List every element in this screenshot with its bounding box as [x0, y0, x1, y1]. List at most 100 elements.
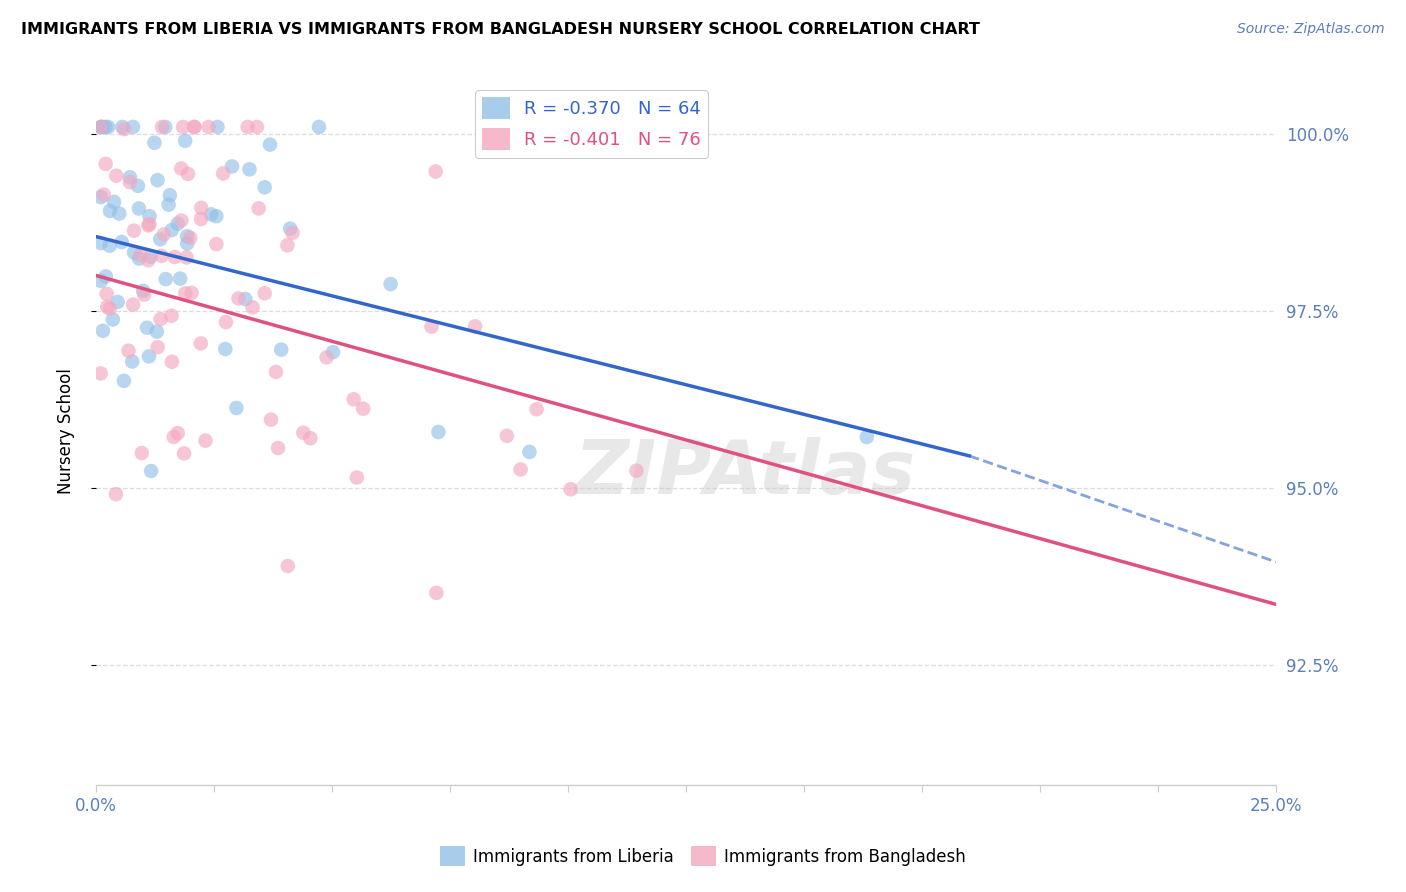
Point	[101, 312, 124, 326]
Point	[560, 483, 582, 497]
Point	[104, 487, 127, 501]
Point	[136, 219, 159, 233]
Point	[146, 173, 169, 187]
Point	[111, 120, 134, 134]
Point	[259, 137, 281, 152]
Point	[111, 235, 134, 249]
Point	[94, 157, 117, 171]
Point	[163, 430, 186, 444]
Point	[122, 120, 145, 134]
Point	[93, 187, 115, 202]
Point	[626, 464, 648, 478]
Point	[94, 269, 117, 284]
Point	[205, 237, 228, 252]
Point	[138, 217, 160, 231]
Point	[98, 301, 121, 316]
Point	[97, 120, 120, 134]
Point	[159, 188, 181, 202]
Point	[146, 340, 169, 354]
Point	[190, 336, 212, 351]
Point	[122, 245, 145, 260]
Point	[94, 120, 117, 134]
Point	[96, 286, 118, 301]
Point	[160, 355, 183, 369]
Point	[247, 202, 270, 216]
Point	[322, 345, 344, 359]
Point	[103, 194, 125, 209]
Point	[194, 434, 217, 448]
Point	[122, 224, 145, 238]
Point	[150, 249, 173, 263]
Point	[425, 586, 447, 600]
Point	[143, 136, 166, 150]
Point	[856, 430, 879, 444]
Point	[170, 161, 193, 176]
Point	[236, 120, 259, 134]
Point	[134, 287, 156, 301]
Point	[136, 253, 159, 268]
Point	[278, 221, 301, 235]
Point	[90, 367, 112, 381]
Point	[132, 284, 155, 298]
Point	[519, 445, 541, 459]
Point	[172, 120, 194, 134]
Point	[215, 315, 238, 329]
Point	[105, 169, 128, 183]
Point	[183, 120, 205, 134]
Point	[270, 343, 292, 357]
Point	[169, 271, 191, 285]
Point	[138, 350, 160, 364]
Point	[207, 120, 229, 134]
Text: Source: ZipAtlas.com: Source: ZipAtlas.com	[1237, 22, 1385, 37]
Point	[420, 319, 443, 334]
Point	[112, 122, 135, 136]
Point	[155, 272, 177, 286]
Point	[176, 236, 198, 251]
Point	[112, 374, 135, 388]
Point	[166, 217, 188, 231]
Point	[496, 429, 519, 443]
Point	[150, 120, 173, 134]
Point	[179, 231, 201, 245]
Point	[176, 251, 198, 265]
Text: ZIPAtlas: ZIPAtlas	[575, 437, 915, 510]
Point	[166, 426, 188, 441]
Point	[276, 238, 298, 252]
Point	[90, 190, 112, 204]
Point	[98, 203, 121, 218]
Point	[180, 285, 202, 300]
Legend: Immigrants from Liberia, Immigrants from Bangladesh: Immigrants from Liberia, Immigrants from…	[433, 839, 973, 873]
Point	[190, 201, 212, 215]
Point	[131, 446, 153, 460]
Point	[163, 250, 186, 264]
Point	[253, 180, 276, 194]
Point	[98, 238, 121, 252]
Point	[315, 351, 337, 365]
Point	[238, 162, 260, 177]
Point	[138, 209, 160, 223]
Point	[205, 209, 228, 223]
Point	[90, 120, 112, 134]
Point	[526, 402, 548, 417]
Legend: R = -0.370   N = 64, R = -0.401   N = 76: R = -0.370 N = 64, R = -0.401 N = 76	[475, 90, 709, 158]
Point	[225, 401, 247, 415]
Point	[200, 207, 222, 221]
Point	[170, 213, 193, 227]
Point	[427, 425, 450, 439]
Point	[160, 223, 183, 237]
Point	[233, 292, 256, 306]
Point	[91, 324, 114, 338]
Point	[214, 342, 236, 356]
Point	[146, 325, 169, 339]
Point	[127, 178, 149, 193]
Point	[264, 365, 287, 379]
Point	[183, 120, 205, 134]
Point	[246, 120, 269, 134]
Point	[176, 229, 198, 244]
Point	[139, 464, 162, 478]
Point	[149, 312, 172, 326]
Point	[380, 277, 402, 291]
Point	[129, 248, 152, 262]
Point	[267, 441, 290, 455]
Point	[122, 298, 145, 312]
